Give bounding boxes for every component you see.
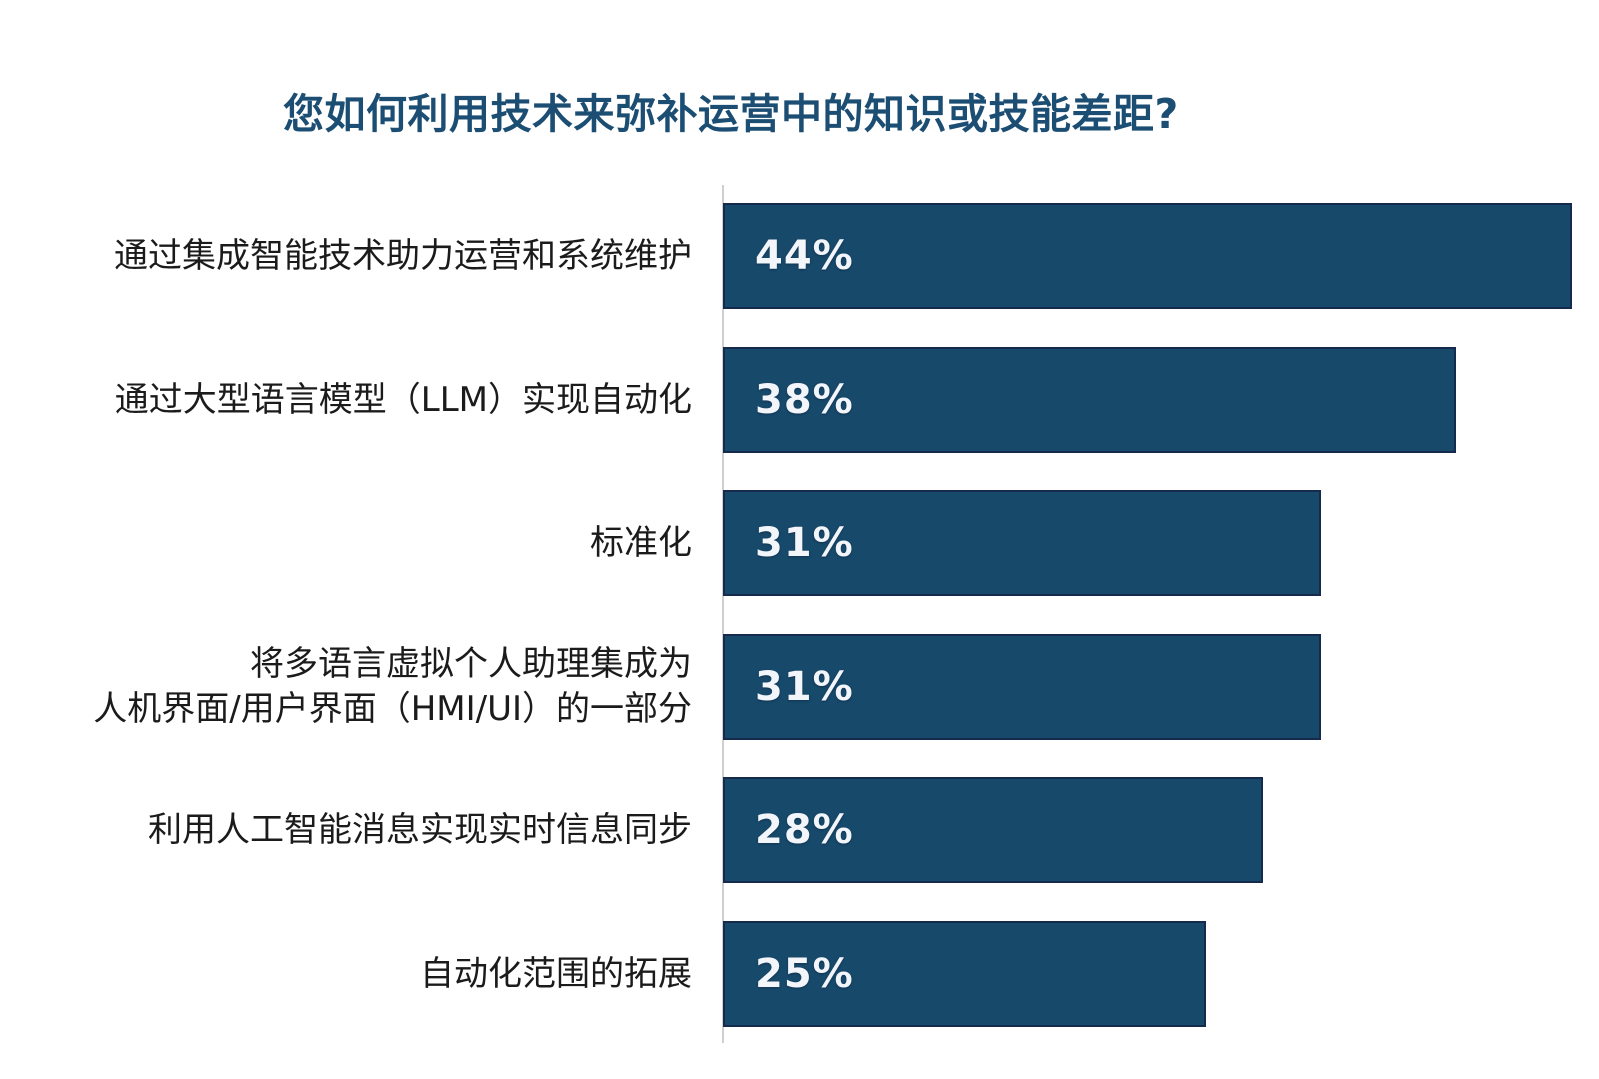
bar-row: 将多语言虚拟个人助理集成为 人机界面/用户界面（HMI/UI）的一部分 31% [0,634,1599,740]
bar: 31% [723,490,1321,596]
category-label: 标准化 [590,522,692,563]
bar: 44% [723,203,1572,309]
bar-value-label: 25% [755,951,854,997]
bar-value-label: 31% [755,664,854,710]
bar-row: 自动化范围的拓展 25% [0,921,1599,1027]
bar-row: 标准化 31% [0,490,1599,596]
bar: 38% [723,347,1456,453]
bar: 31% [723,634,1321,740]
chart-title: 您如何利用技术来弥补运营中的知识或技能差距? [283,90,1179,138]
category-label: 自动化范围的拓展 [420,953,692,994]
category-label: 将多语言虚拟个人助理集成为 人机界面/用户界面（HMI/UI）的一部分 [93,644,692,729]
bar-row: 利用人工智能消息实现实时信息同步 28% [0,777,1599,883]
bar: 25% [723,921,1206,1027]
bar-value-label: 44% [755,233,854,279]
category-label: 通过大型语言模型（LLM）实现自动化 [114,379,692,420]
bar-value-label: 31% [755,520,854,566]
bar-row: 通过大型语言模型（LLM）实现自动化 38% [0,347,1599,453]
category-label: 利用人工智能消息实现实时信息同步 [148,809,692,850]
bar-value-label: 38% [755,377,854,423]
bar-value-label: 28% [755,807,854,853]
category-label: 通过集成智能技术助力运营和系统维护 [114,235,692,276]
bar: 28% [723,777,1263,883]
bar-row: 通过集成智能技术助力运营和系统维护 44% [0,203,1599,309]
y-axis-line [722,185,724,1043]
